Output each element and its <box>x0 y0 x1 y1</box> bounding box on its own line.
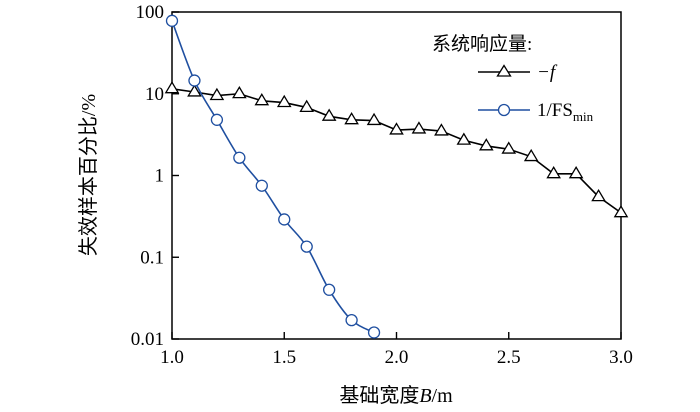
data-point-triangle <box>254 93 270 106</box>
legend-title: 系统响应量: <box>432 33 532 55</box>
y-axis-title: 失效样本百分比/% <box>77 94 100 256</box>
legend-label-fs-main: 1/FS <box>537 100 573 121</box>
data-point-triangle <box>344 112 359 125</box>
data-point-triangle <box>389 122 404 135</box>
data-point-triangle <box>299 99 315 112</box>
data-point-triangle <box>456 132 472 145</box>
series-layer <box>164 14 629 339</box>
data-point-triangle <box>366 112 382 126</box>
y-tick-label: 10 <box>145 84 164 105</box>
data-point-triangle <box>209 87 225 101</box>
y-tick-label: 1 <box>155 166 165 187</box>
data-point-circle <box>165 14 179 27</box>
data-point-circle <box>188 74 201 87</box>
data-point-circle <box>345 314 358 327</box>
legend-label-fs: 1/FSmin <box>537 100 594 124</box>
x-tick-label: 3.0 <box>609 347 633 368</box>
data-point-circle <box>322 283 336 296</box>
x-tick-label: 2.5 <box>497 347 521 368</box>
y-tick-label: 0.1 <box>140 247 164 268</box>
data-point-circle <box>278 213 291 226</box>
data-point-triangle <box>523 148 539 162</box>
legend-marker-circle <box>497 103 511 117</box>
data-point-triangle <box>478 138 494 151</box>
legend: 系统响应量: −f 1/FSmin <box>432 33 594 124</box>
data-point-triangle <box>411 121 427 134</box>
legend-marker-triangle <box>496 64 512 77</box>
x-axis-title-unit: /m <box>432 385 454 407</box>
x-axis-title-symbol: B <box>419 385 431 407</box>
data-point-triangle <box>276 94 292 108</box>
data-point-triangle <box>591 188 606 202</box>
data-point-circle <box>367 326 381 339</box>
series-line-1 <box>171 20 375 334</box>
data-point-circle <box>300 240 313 253</box>
data-point-circle <box>255 179 268 192</box>
x-axis: 1.0 1.5 2.0 2.5 3.0 <box>160 332 633 368</box>
x-tick-label: 1.0 <box>160 347 184 368</box>
data-point-circle <box>210 113 224 126</box>
x-axis-title: 基础宽度B/m <box>339 384 453 407</box>
x-axis-title-main: 基础宽度 <box>339 384 419 407</box>
y-tick-label: 0.01 <box>131 329 164 350</box>
data-point-triangle <box>232 85 247 99</box>
data-point-triangle <box>568 165 584 179</box>
data-point-triangle <box>321 108 337 121</box>
x-tick-label: 1.5 <box>272 347 296 368</box>
data-point-triangle <box>434 123 449 136</box>
data-point-triangle <box>546 165 561 179</box>
data-point-triangle <box>164 81 180 94</box>
data-point-triangle <box>613 204 629 218</box>
data-point-triangle <box>187 84 202 97</box>
x-tick-label: 2.0 <box>385 347 409 368</box>
data-point-circle <box>233 151 246 164</box>
legend-label-fs-sub: min <box>573 109 594 124</box>
y-tick-label: 100 <box>136 2 165 23</box>
y-axis: 0.01 0.1 1 10 100 <box>131 2 179 350</box>
legend-label-f: −f <box>537 62 558 83</box>
data-point-triangle <box>501 141 517 154</box>
